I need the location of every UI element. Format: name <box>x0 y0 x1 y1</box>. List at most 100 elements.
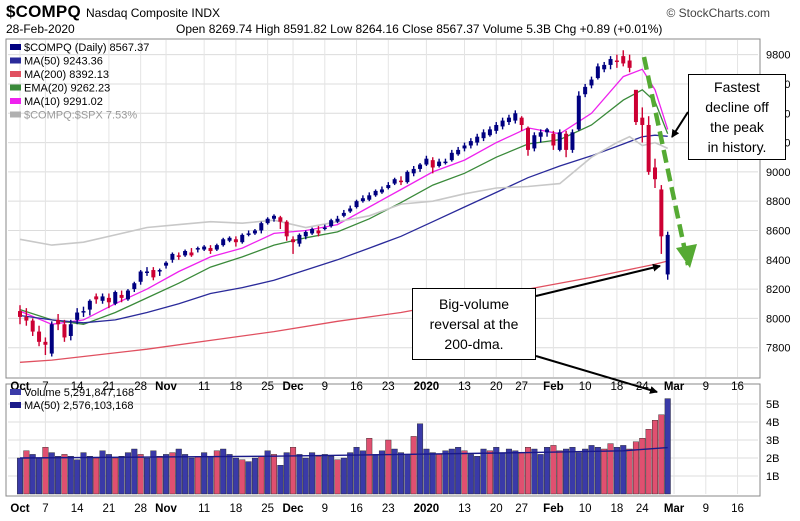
candle-body <box>75 312 80 320</box>
volume-bar <box>156 456 163 495</box>
candle-body <box>392 179 397 184</box>
volume-bar <box>42 447 49 495</box>
candle-body <box>94 296 99 300</box>
x-tick-label: 10 <box>579 381 592 393</box>
volume-bar <box>639 438 646 495</box>
volume-ma-line <box>19 446 668 459</box>
annotation-line: in history. <box>707 139 767 155</box>
volume-bar <box>531 448 538 495</box>
x-tick-label: 2020 <box>414 381 440 393</box>
volume-bar <box>423 448 430 495</box>
x-tick-label: 25 <box>261 381 274 393</box>
volume-bar <box>315 456 322 495</box>
volume-bar <box>607 443 614 495</box>
volume-bar <box>404 454 411 495</box>
volume-bar <box>652 420 659 495</box>
volume-bar <box>658 414 665 495</box>
candle-body <box>335 218 340 222</box>
series-line-ma10 <box>19 68 669 325</box>
legend-swatch <box>10 71 21 77</box>
x-tick-label: 18 <box>230 503 243 515</box>
volume-bar <box>207 456 214 495</box>
candle-body <box>176 255 181 257</box>
candle-body <box>487 129 492 136</box>
candle-body <box>373 190 378 196</box>
candle-body <box>583 86 588 95</box>
annotation-line: Big-volume <box>438 296 510 312</box>
x-tick-label: Dec <box>282 381 304 393</box>
x-tick-label: 14 <box>71 381 84 393</box>
candle-body <box>170 253 175 260</box>
x-tick-label: 10 <box>579 503 592 515</box>
candle-body <box>246 233 251 235</box>
volume-legend-entry: MA(50) 2,576,103,168 <box>24 400 133 412</box>
x-tick-label: 20 <box>490 381 503 393</box>
volume-bar <box>512 450 519 495</box>
volume-bar <box>620 445 627 495</box>
volume-bar <box>99 450 106 495</box>
volume-legend-swatch <box>10 389 21 395</box>
legend-entry: EMA(20) 9262.23 <box>24 83 110 95</box>
x-tick-label: Nov <box>155 381 177 393</box>
volume-bar <box>328 456 335 495</box>
x-tick-label: 2020 <box>414 503 440 515</box>
candle-body <box>532 135 537 149</box>
candle-body <box>367 195 372 200</box>
candle-body <box>608 59 613 65</box>
volume-bar <box>455 447 462 495</box>
x-tick-label: Mar <box>664 381 685 393</box>
candle-body <box>106 297 111 303</box>
volume-tick-label: 1B <box>766 471 779 483</box>
volume-legend-swatch <box>10 402 21 408</box>
volume-bar <box>563 448 570 495</box>
candle-body <box>513 113 518 121</box>
legend-swatch <box>10 111 21 118</box>
x-tick-label: 25 <box>261 503 274 515</box>
candle-body <box>87 300 92 310</box>
candle-body <box>646 124 651 172</box>
volume-bar <box>632 441 639 495</box>
x-tick-label: 9 <box>703 503 709 515</box>
volume-bar <box>461 450 468 495</box>
candles <box>18 50 670 357</box>
volume-bar <box>467 454 474 495</box>
volume-bar <box>283 452 290 495</box>
volume-bar <box>309 452 316 495</box>
legend-entry: MA(50) 9243.36 <box>24 56 103 68</box>
volume-bar <box>290 447 297 495</box>
candle-body <box>100 296 105 301</box>
candle-body <box>145 271 149 274</box>
x-tick-label: 16 <box>350 503 363 515</box>
candle-body <box>303 231 308 237</box>
legend-swatch <box>10 98 21 104</box>
volume-bar <box>48 452 55 495</box>
volume-tick-label: 2B <box>766 453 779 465</box>
candle-body <box>570 132 575 150</box>
legend-entry: $COMPQ (Daily) 8567.37 <box>24 42 149 54</box>
volume-bar <box>67 456 74 495</box>
candle-body <box>519 117 524 125</box>
candle-body <box>310 229 315 234</box>
volume-bar <box>391 448 398 495</box>
candle-body <box>462 145 467 149</box>
volume-bar <box>544 447 551 495</box>
volume-bar <box>525 447 532 495</box>
volume-bar <box>594 447 601 495</box>
x-tick-label: 21 <box>103 381 116 393</box>
candle-body <box>437 161 442 167</box>
candle-body <box>183 250 188 256</box>
volume-bar <box>550 445 557 495</box>
volume-bar <box>80 452 87 495</box>
price-panel-frame <box>5 38 761 379</box>
candle-body <box>62 324 67 338</box>
candle-body <box>195 248 200 250</box>
volume-bar <box>213 450 220 495</box>
volume-bar <box>486 450 493 495</box>
annotation-line: the peak <box>710 119 764 135</box>
x-tick-label: 18 <box>611 381 624 393</box>
price-tick-label: 8000 <box>766 313 790 325</box>
decline-pointer-arrow <box>671 111 689 138</box>
volume-bar <box>372 454 379 495</box>
candle-body <box>386 185 391 188</box>
